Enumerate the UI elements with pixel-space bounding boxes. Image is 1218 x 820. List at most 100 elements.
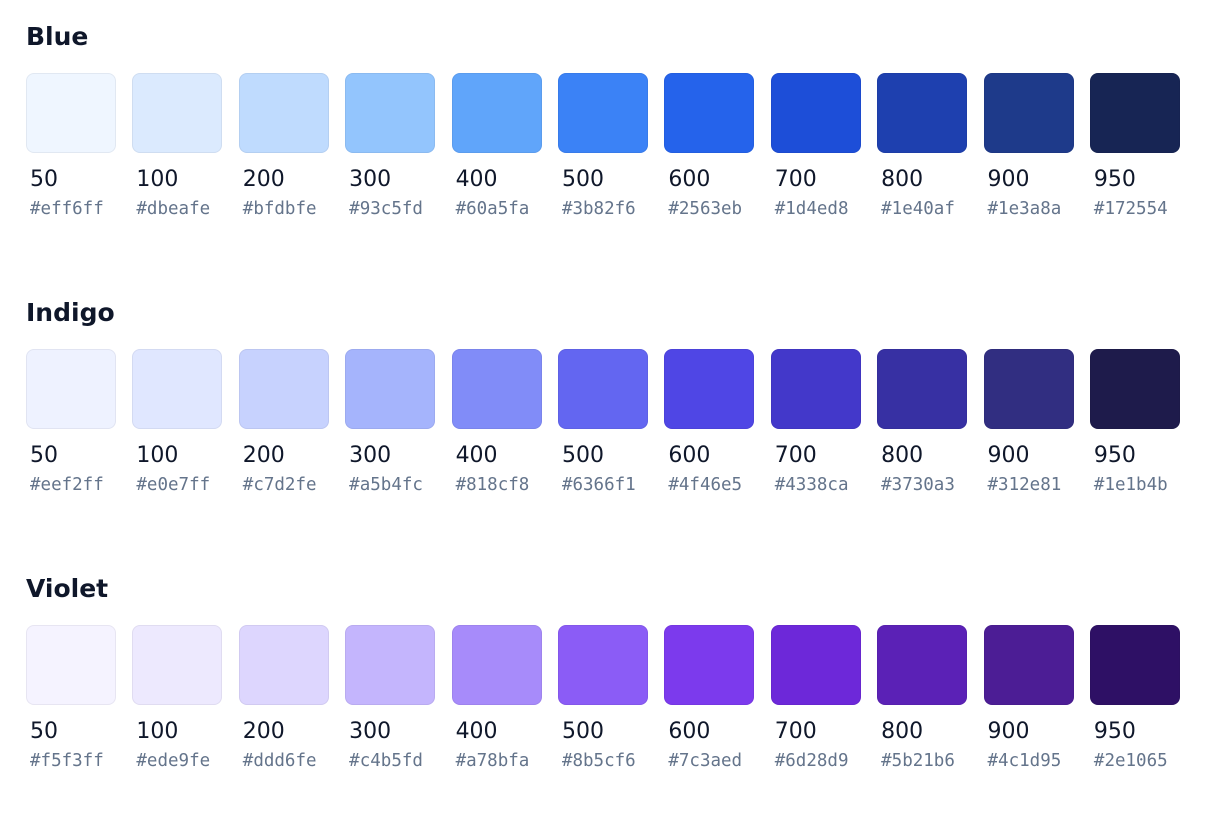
color-swatch[interactable]: 800 #3730a3 bbox=[877, 349, 968, 496]
hex-code[interactable]: #1e3a8a bbox=[987, 199, 1062, 219]
hex-code[interactable]: #a78bfa bbox=[455, 751, 530, 771]
hex-code[interactable]: #dbeafe bbox=[136, 199, 211, 219]
color-chip[interactable] bbox=[132, 73, 223, 153]
hex-code[interactable]: #93c5fd bbox=[349, 199, 423, 219]
color-chip[interactable] bbox=[451, 73, 542, 153]
color-chip[interactable] bbox=[238, 625, 329, 705]
color-swatch[interactable]: 700 #1d4ed8 bbox=[770, 73, 861, 220]
color-chip[interactable] bbox=[664, 73, 755, 153]
color-swatch[interactable]: 400 #60a5fa bbox=[451, 73, 542, 220]
color-swatch[interactable]: 900 #4c1d95 bbox=[983, 625, 1074, 772]
color-chip[interactable] bbox=[770, 349, 861, 429]
color-chip[interactable] bbox=[451, 349, 542, 429]
color-swatch[interactable]: 500 #3b82f6 bbox=[557, 73, 648, 220]
hex-code[interactable]: #1e1b4b bbox=[1093, 475, 1168, 495]
color-swatch[interactable]: 50 #eef2ff bbox=[26, 349, 116, 496]
color-chip[interactable] bbox=[345, 625, 436, 705]
hex-code[interactable]: #172554 bbox=[1093, 199, 1168, 219]
hex-code[interactable]: #ede9fe bbox=[136, 751, 211, 771]
hex-code[interactable]: #4c1d95 bbox=[987, 751, 1062, 771]
color-chip[interactable] bbox=[770, 73, 861, 153]
hex-code[interactable]: #ddd6fe bbox=[242, 751, 317, 771]
color-swatch[interactable]: 200 #ddd6fe bbox=[238, 625, 329, 772]
hex-code[interactable]: #7c3aed bbox=[668, 751, 743, 771]
color-chip[interactable] bbox=[877, 73, 968, 153]
color-chip[interactable] bbox=[877, 625, 968, 705]
hex-code[interactable]: #3b82f6 bbox=[561, 199, 636, 219]
color-chip[interactable] bbox=[1089, 349, 1180, 429]
color-chip[interactable] bbox=[1089, 625, 1180, 705]
hex-code[interactable]: #eff6ff bbox=[30, 199, 104, 219]
color-swatch[interactable]: 900 #1e3a8a bbox=[983, 73, 1074, 220]
hex-code[interactable]: #6d28d9 bbox=[774, 751, 849, 771]
hex-code[interactable]: #bfdbfe bbox=[242, 199, 317, 219]
color-swatch[interactable]: 500 #6366f1 bbox=[557, 349, 648, 496]
hex-code[interactable]: #f5f3ff bbox=[30, 751, 104, 771]
hex-code[interactable]: #1e40af bbox=[881, 199, 955, 219]
color-chip[interactable] bbox=[557, 73, 648, 153]
hex-code[interactable]: #a5b4fc bbox=[349, 475, 423, 495]
color-swatch[interactable]: 200 #c7d2fe bbox=[238, 349, 329, 496]
color-chip[interactable] bbox=[1089, 73, 1180, 153]
color-swatch[interactable]: 300 #93c5fd bbox=[345, 73, 436, 220]
color-swatch[interactable]: 400 #a78bfa bbox=[451, 625, 542, 772]
color-swatch[interactable]: 600 #7c3aed bbox=[664, 625, 755, 772]
color-swatch[interactable]: 700 #6d28d9 bbox=[770, 625, 861, 772]
hex-code[interactable]: #c7d2fe bbox=[242, 475, 317, 495]
color-swatch[interactable]: 100 #e0e7ff bbox=[132, 349, 223, 496]
color-swatch[interactable]: 950 #2e1065 bbox=[1089, 625, 1180, 772]
color-chip[interactable] bbox=[983, 349, 1074, 429]
color-chip[interactable] bbox=[451, 625, 542, 705]
hex-code[interactable]: #4f46e5 bbox=[668, 475, 743, 495]
color-chip[interactable] bbox=[557, 349, 648, 429]
color-swatch[interactable]: 600 #4f46e5 bbox=[664, 349, 755, 496]
color-swatch[interactable]: 950 #172554 bbox=[1089, 73, 1180, 220]
color-swatch[interactable]: 500 #8b5cf6 bbox=[557, 625, 648, 772]
hex-code[interactable]: #4338ca bbox=[774, 475, 849, 495]
color-swatch[interactable]: 300 #c4b5fd bbox=[345, 625, 436, 772]
color-swatch[interactable]: 900 #312e81 bbox=[983, 349, 1074, 496]
color-chip[interactable] bbox=[983, 625, 1074, 705]
color-swatch[interactable]: 100 #dbeafe bbox=[132, 73, 223, 220]
color-swatch[interactable]: 800 #5b21b6 bbox=[877, 625, 968, 772]
color-chip[interactable] bbox=[664, 349, 755, 429]
color-chip[interactable] bbox=[26, 625, 116, 705]
color-chip[interactable] bbox=[877, 349, 968, 429]
hex-code[interactable]: #312e81 bbox=[987, 475, 1062, 495]
hex-code[interactable]: #6366f1 bbox=[561, 475, 636, 495]
hex-code[interactable]: #1d4ed8 bbox=[774, 199, 849, 219]
color-chip[interactable] bbox=[664, 625, 755, 705]
color-chip[interactable] bbox=[770, 625, 861, 705]
color-chip[interactable] bbox=[132, 625, 223, 705]
hex-code[interactable]: #818cf8 bbox=[455, 475, 530, 495]
hex-code[interactable]: #c4b5fd bbox=[349, 751, 423, 771]
color-swatch[interactable]: 600 #2563eb bbox=[664, 73, 755, 220]
color-chip[interactable] bbox=[238, 73, 329, 153]
color-swatch[interactable]: 50 #eff6ff bbox=[26, 73, 116, 220]
color-swatch[interactable]: 950 #1e1b4b bbox=[1089, 349, 1180, 496]
color-chip[interactable] bbox=[345, 349, 436, 429]
color-chip[interactable] bbox=[345, 73, 436, 153]
hex-code[interactable]: #2563eb bbox=[668, 199, 743, 219]
color-chip[interactable] bbox=[238, 349, 329, 429]
color-swatch[interactable]: 50 #f5f3ff bbox=[26, 625, 116, 772]
hex-code[interactable]: #e0e7ff bbox=[136, 475, 211, 495]
color-swatch[interactable]: 300 #a5b4fc bbox=[345, 349, 436, 496]
color-chip[interactable] bbox=[132, 349, 223, 429]
hex-code[interactable]: #5b21b6 bbox=[881, 751, 955, 771]
color-chip[interactable] bbox=[557, 625, 648, 705]
shade-label: 800 bbox=[881, 443, 924, 468]
hex-code[interactable]: #3730a3 bbox=[881, 475, 955, 495]
color-chip[interactable] bbox=[26, 73, 116, 153]
color-swatch[interactable]: 700 #4338ca bbox=[770, 349, 861, 496]
hex-code[interactable]: #2e1065 bbox=[1093, 751, 1168, 771]
color-swatch[interactable]: 100 #ede9fe bbox=[132, 625, 223, 772]
color-swatch[interactable]: 800 #1e40af bbox=[877, 73, 968, 220]
color-chip[interactable] bbox=[983, 73, 1074, 153]
color-chip[interactable] bbox=[26, 349, 116, 429]
color-swatch[interactable]: 200 #bfdbfe bbox=[238, 73, 329, 220]
hex-code[interactable]: #60a5fa bbox=[455, 199, 530, 219]
hex-code[interactable]: #eef2ff bbox=[30, 475, 104, 495]
color-swatch[interactable]: 400 #818cf8 bbox=[451, 349, 542, 496]
hex-code[interactable]: #8b5cf6 bbox=[561, 751, 636, 771]
